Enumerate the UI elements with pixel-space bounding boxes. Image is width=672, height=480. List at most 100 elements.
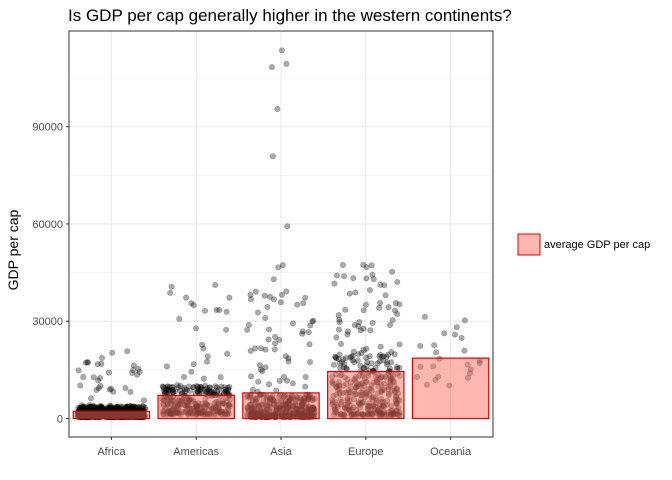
scatter-point [245,321,252,328]
scatter-point [131,403,138,410]
scatter-point [106,404,113,411]
scatter-point [257,366,264,373]
scatter-point [190,361,197,368]
bar-europe [327,370,405,420]
scatter-point [388,348,395,355]
scatter-point [280,373,287,380]
scatter-point [421,313,428,320]
bar-africa [72,410,151,420]
scatter-point [195,385,202,392]
bar-americas [157,394,235,420]
scatter-point [362,301,369,308]
scatter-point [417,342,424,349]
scatter-point [193,325,200,332]
scatter-point [385,304,392,311]
scatter-point [132,404,139,411]
scatter-point [190,383,197,390]
scatter-point [261,292,268,299]
scatter-point [97,382,104,389]
scatter-point [283,60,290,67]
scatter-point [376,358,383,365]
scatter-point [351,321,358,328]
scatter-point [441,330,448,337]
scatter-point [98,403,105,410]
scatter-point [169,387,176,394]
scatter-point [161,388,168,395]
scatter-point [305,329,312,336]
scatter-point [349,357,356,364]
scatter-point [82,403,89,410]
scatter-point [135,365,142,372]
scatter-point [90,404,97,411]
scatter-point [99,405,106,412]
legend: average GDP per cap [517,233,650,256]
scatter-point [306,341,313,348]
scatter-point [166,383,173,390]
scatter-point [307,358,314,365]
scatter-point [350,348,357,355]
scatter-point [197,386,204,393]
x-tick-label: Africa [97,446,126,458]
scatter-point [161,387,168,394]
scatter-point [136,368,143,375]
bar-asia [242,392,320,420]
scatter-point [98,403,105,410]
scatter-point [99,354,106,361]
scatter-point [349,352,356,359]
scatter-point [123,403,130,410]
scatter-point [380,353,387,360]
scatter-point [354,357,361,364]
scatter-point [277,299,284,306]
scatter-point [363,264,370,271]
scatter-point [195,387,202,394]
scatter-point [95,377,102,384]
scatter-point [194,383,201,390]
scatter-point [394,278,401,285]
legend-label: average GDP per cap [544,239,650,251]
x-tick-label: Americas [173,446,219,458]
scatter-point [278,47,285,54]
scatter-point [172,388,179,395]
scatter-point [213,306,220,313]
scatter-point [270,296,277,303]
scatter-point [107,404,114,411]
scatter-point [117,403,124,410]
scatter-point [216,306,223,313]
scatter-point [351,359,358,366]
scatter-point [272,333,279,340]
scatter-point [283,288,290,295]
scatter-point [363,275,370,282]
scatter-point [431,342,438,349]
scatter-point [279,262,286,269]
scatter-point [109,404,116,411]
scatter-point [203,388,210,395]
scatter-point [377,351,384,358]
scatter-point [98,404,105,411]
scatter-point [357,362,364,369]
scatter-point [127,402,134,409]
scatter-point [266,293,273,300]
scatter-point [289,380,296,387]
scatter-point [360,325,367,332]
scatter-point [110,404,117,411]
x-axis: Africa Americas Asia Europe Oceania [97,437,472,458]
scatter-point [274,106,281,113]
scatter-point [142,404,149,411]
scatter-point [87,404,94,411]
scatter-point [262,346,269,353]
y-tick-label: 0 [57,414,63,426]
scatter-point [289,320,296,327]
scatter-point [367,327,374,334]
scatter-point [202,382,209,389]
scatter-point [374,360,381,367]
scatter-point [262,314,269,321]
scatter-point [98,404,105,411]
scatter-point [383,361,390,368]
scatter-point [141,397,148,404]
scatter-point [248,296,255,303]
scatter-point [206,384,213,391]
scatter-point [339,261,346,268]
scatter-point [114,404,121,411]
scatter-point [256,362,263,369]
scatter-point [226,294,233,301]
